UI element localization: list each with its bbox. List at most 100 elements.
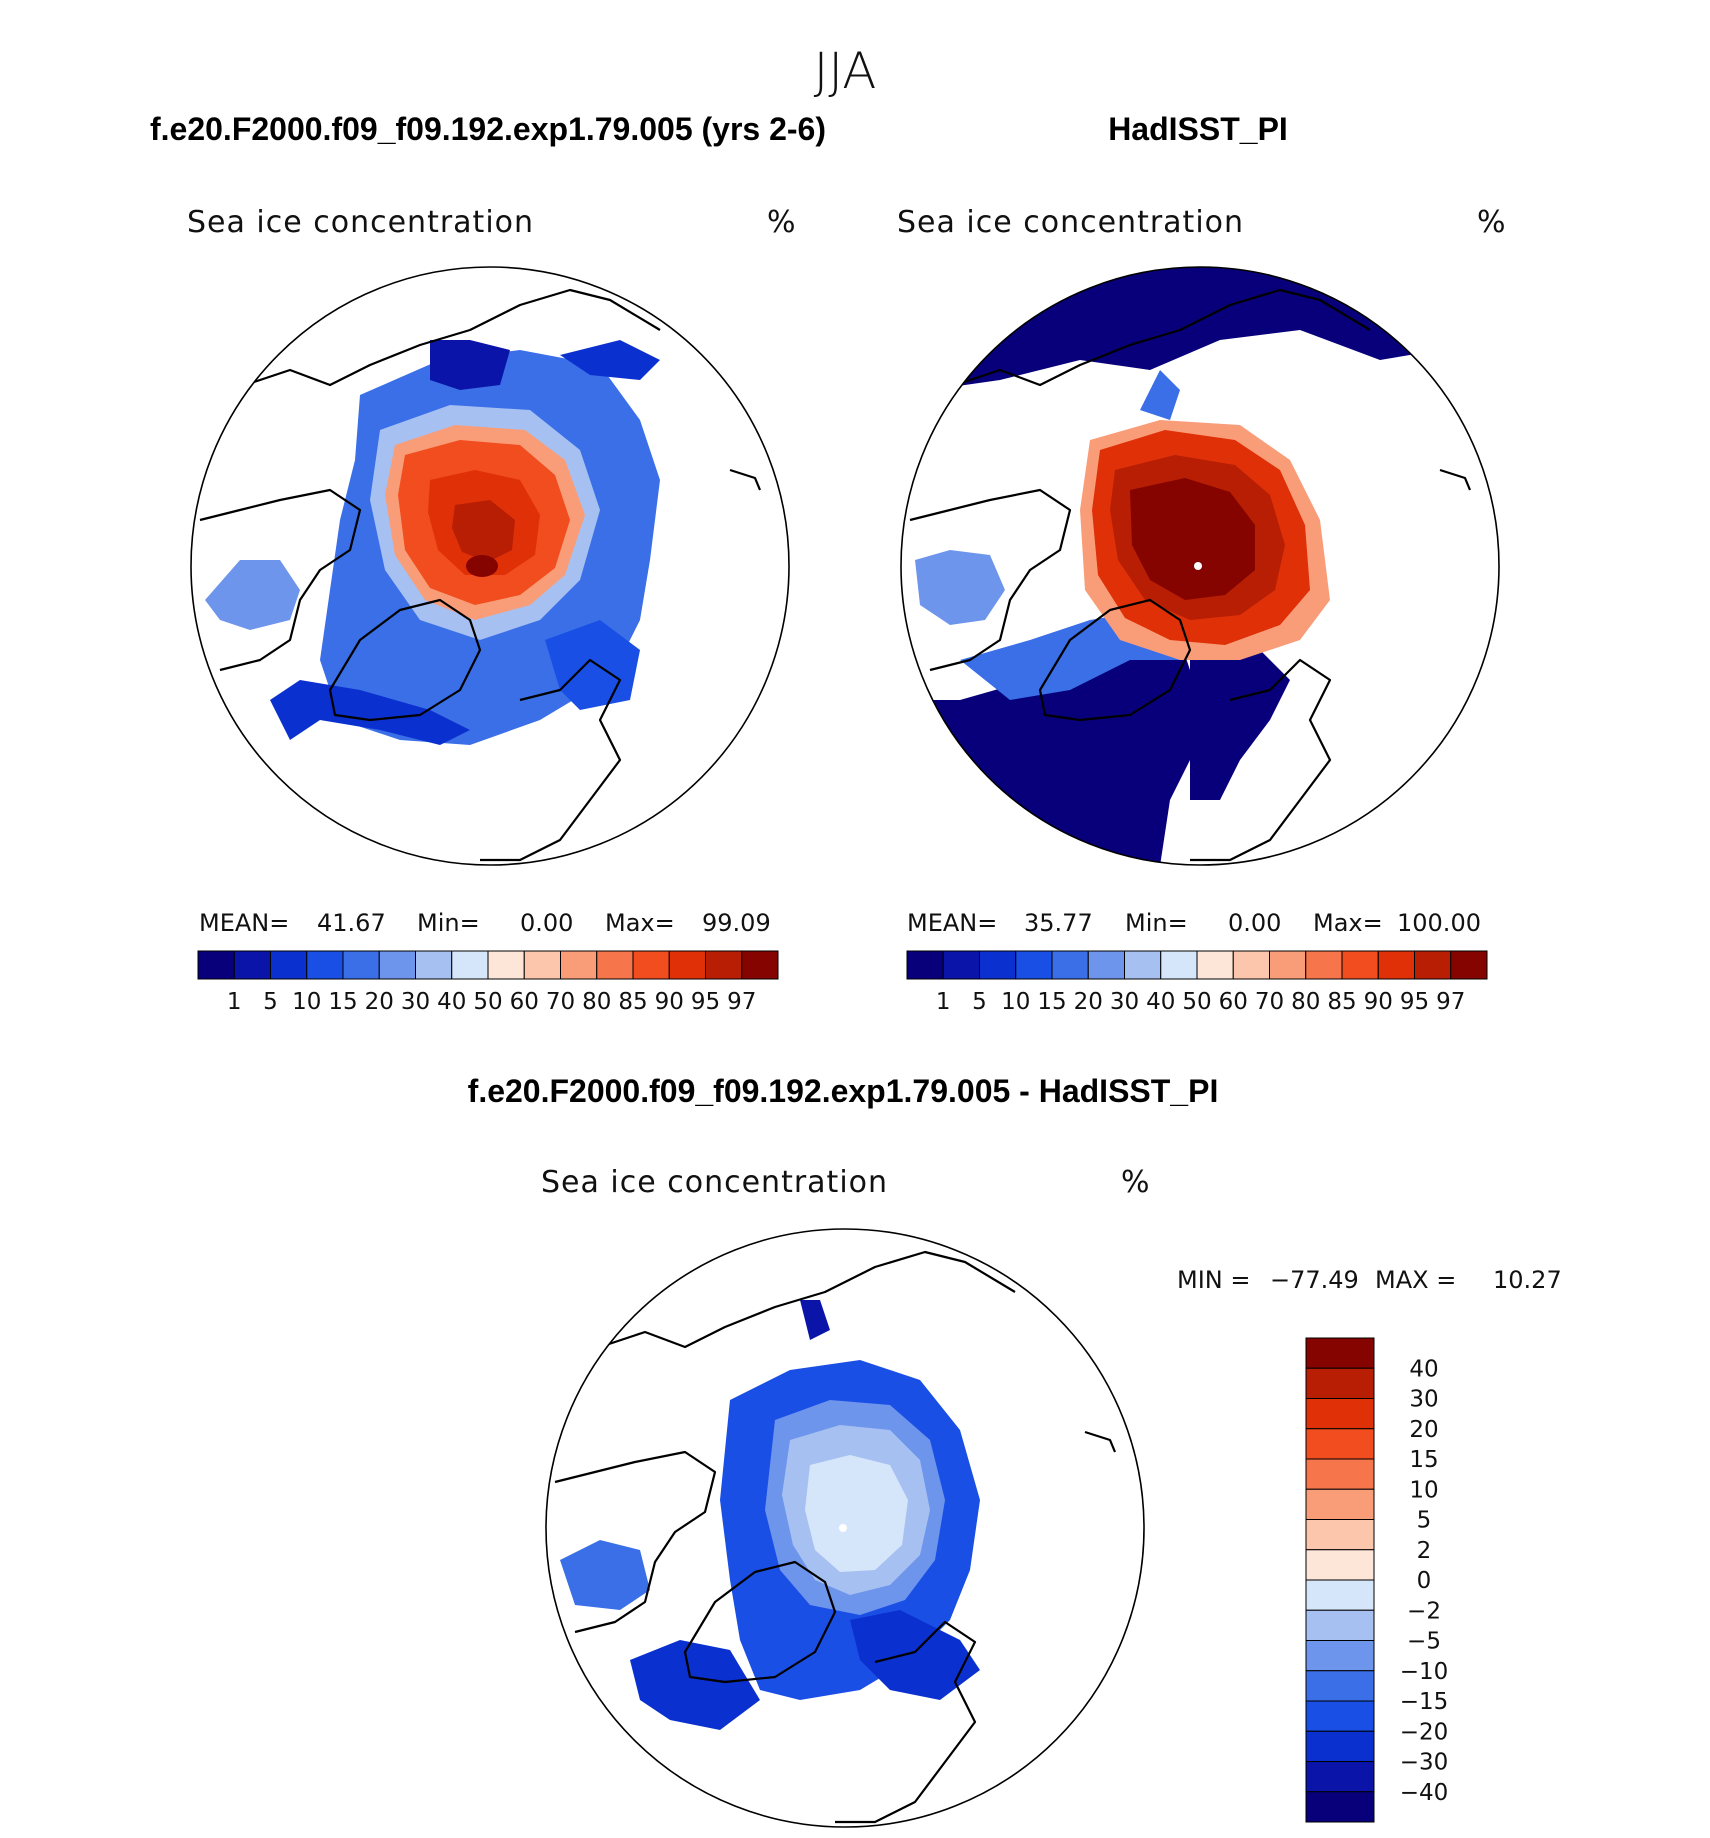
diff-colorbar-tick-label: 40 [1409, 1356, 1438, 1382]
obs-units-label: % [1477, 205, 1507, 240]
diff-colorbar-bin [1305, 1549, 1375, 1581]
canada-coast [909, 488, 1072, 672]
diff-ice-region [850, 1610, 980, 1700]
diff-colorbar-bin [1305, 1367, 1375, 1399]
diff-map-panel: f.e20.F2000.f09_f09.192.exp1.79.005 - Ha… [468, 1073, 1562, 1828]
obs-colorbar-tick-label: 95 [1400, 989, 1429, 1015]
obs-colorbar-bin [942, 950, 980, 980]
obs-colorbar-bin [1377, 950, 1415, 980]
model-colorbar-tick-label: 85 [618, 989, 647, 1015]
model-units-label: % [767, 205, 797, 240]
model-colorbar-tick-label: 10 [292, 989, 321, 1015]
diff-ice-region [805, 1455, 908, 1572]
model-map-boundary [190, 266, 790, 866]
obs-pole-marker [1194, 562, 1202, 570]
obs-colorbar-tick-label: 20 [1074, 989, 1103, 1015]
obs-colorbar-bin [1414, 950, 1452, 980]
diff-pole-marker [839, 1524, 847, 1532]
diff-colorbar-bin [1305, 1761, 1375, 1793]
obs-colorbar-bin [1015, 950, 1053, 980]
obs-colorbar-bin [979, 950, 1017, 980]
diff-colorbar-tick-label: −5 [1407, 1629, 1441, 1655]
model-colorbar: 1 5 10 15 20 30 40 50 60 70 80 85 90 95 97 [197, 950, 779, 1015]
season-title: JJA [814, 42, 877, 100]
diff-min-label: MIN = [1177, 1266, 1250, 1294]
model-ice-margin [560, 340, 660, 380]
model-min-label: Min= [417, 909, 480, 937]
obs-colorbar: 1 5 10 15 20 30 40 50 60 70 80 85 90 95 97 [906, 950, 1488, 1015]
model-panel-title: f.e20.F2000.f09_f09.192.exp1.79.005 (yrs… [150, 111, 826, 147]
diff-colorbar-bin [1305, 1579, 1375, 1611]
obs-max-value: 100.00 [1397, 909, 1481, 937]
obs-min-value: 0.00 [1228, 909, 1281, 937]
obs-colorbar-tick-label: 70 [1255, 989, 1284, 1015]
model-colorbar-tick-label: 95 [691, 989, 720, 1015]
eurasia-coast [1190, 658, 1332, 862]
model-max-value: 99.09 [702, 909, 771, 937]
diff-colorbar-bin [1305, 1488, 1375, 1520]
model-colorbar-bin [270, 950, 308, 980]
model-colorbar-bin [415, 950, 453, 980]
model-colorbar-bin [523, 950, 561, 980]
obs-colorbar-tick-label: 50 [1182, 989, 1211, 1015]
diff-colorbar-tick-label: −10 [1400, 1659, 1449, 1685]
obs-colorbar-bin [906, 950, 944, 980]
diff-map-boundary [545, 1228, 1145, 1828]
obs-panel-title: HadISST_PI [1108, 111, 1288, 147]
model-colorbar-bin [596, 950, 634, 980]
model-colorbar-bin [668, 950, 706, 980]
asia-coast [954, 288, 1371, 387]
model-colorbar-tick-label: 5 [263, 989, 278, 1015]
diff-colorbar-bin [1305, 1398, 1375, 1430]
diff-variable-label: Sea ice concentration [541, 1165, 888, 1200]
model-colorbar-bin [197, 950, 235, 980]
model-colorbar-tick-label: 50 [473, 989, 502, 1015]
obs-colorbar-bin [1124, 950, 1162, 980]
diff-min-value: −77.49 [1270, 1266, 1359, 1294]
diff-colorbar-bin [1305, 1337, 1375, 1369]
model-colorbar-tick-label: 60 [510, 989, 539, 1015]
obs-colorbar-tick-label: 10 [1001, 989, 1030, 1015]
diff-colorbar-tick-label: 5 [1417, 1508, 1432, 1534]
diff-colorbar-tick-label: −15 [1400, 1689, 1449, 1715]
obs-colorbar-tick-label: 85 [1327, 989, 1356, 1015]
obs-colorbar-bin [1450, 950, 1488, 980]
greenland-coast [1038, 598, 1192, 722]
eurasia-coast [480, 658, 622, 862]
model-min-value: 0.00 [520, 909, 573, 937]
model-variable-label: Sea ice concentration [187, 205, 534, 240]
model-ice-pack [452, 500, 515, 562]
asia-coast [599, 1250, 1016, 1349]
model-colorbar-bin [632, 950, 670, 980]
diff-colorbar-tick-label: 10 [1409, 1477, 1438, 1503]
obs-min-label: Min= [1125, 909, 1188, 937]
diff-colorbar-bin [1305, 1791, 1375, 1823]
model-colorbar-tick-label: 90 [655, 989, 684, 1015]
model-mean-value: 41.67 [317, 909, 386, 937]
model-colorbar-tick-label: 70 [546, 989, 575, 1015]
obs-colorbar-tick-label: 60 [1219, 989, 1248, 1015]
obs-colorbar-bin [1160, 950, 1198, 980]
obs-mean-value: 35.77 [1024, 909, 1093, 937]
model-max-label: Max= [605, 909, 675, 937]
model-map [191, 267, 789, 865]
model-colorbar-tick-label: 30 [401, 989, 430, 1015]
asia-coast [244, 288, 661, 387]
model-colorbar-tick-label: 80 [582, 989, 611, 1015]
obs-colorbar-tick-label: 40 [1146, 989, 1175, 1015]
diff-max-value: 10.27 [1493, 1266, 1562, 1294]
diff-ice-region [630, 1640, 760, 1730]
diff-colorbar-bin [1305, 1609, 1375, 1641]
diff-colorbar-tick-label: −40 [1400, 1780, 1449, 1806]
diff-colorbar-tick-label: −30 [1400, 1750, 1449, 1776]
obs-colorbar-tick-label: 1 [936, 989, 951, 1015]
obs-colorbar-bin [1196, 950, 1234, 980]
diff-panel-title: f.e20.F2000.f09_f09.192.exp1.79.005 - Ha… [468, 1073, 1219, 1109]
diff-colorbar-tick-label: 20 [1409, 1417, 1438, 1443]
obs-colorbar-bin [1051, 950, 1089, 980]
canada-coast [554, 1450, 717, 1634]
obs-max-label: Max= [1313, 909, 1383, 937]
obs-ice-margin [915, 550, 1005, 625]
